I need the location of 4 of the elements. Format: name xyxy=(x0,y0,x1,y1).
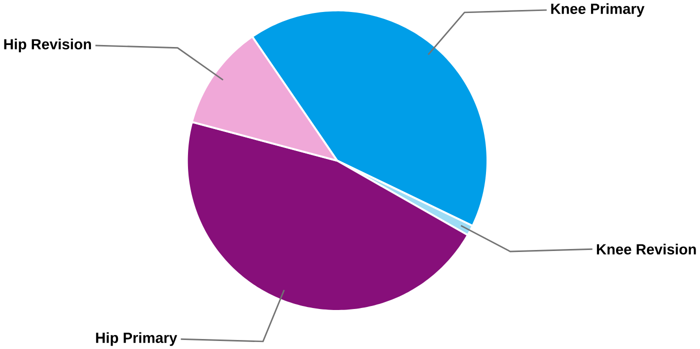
slice-label: Hip Revision xyxy=(4,38,91,52)
slice-label: Knee Primary xyxy=(551,3,644,17)
slice-label: Knee Revision xyxy=(596,244,696,254)
slice-label: Hip Primary xyxy=(96,332,178,346)
